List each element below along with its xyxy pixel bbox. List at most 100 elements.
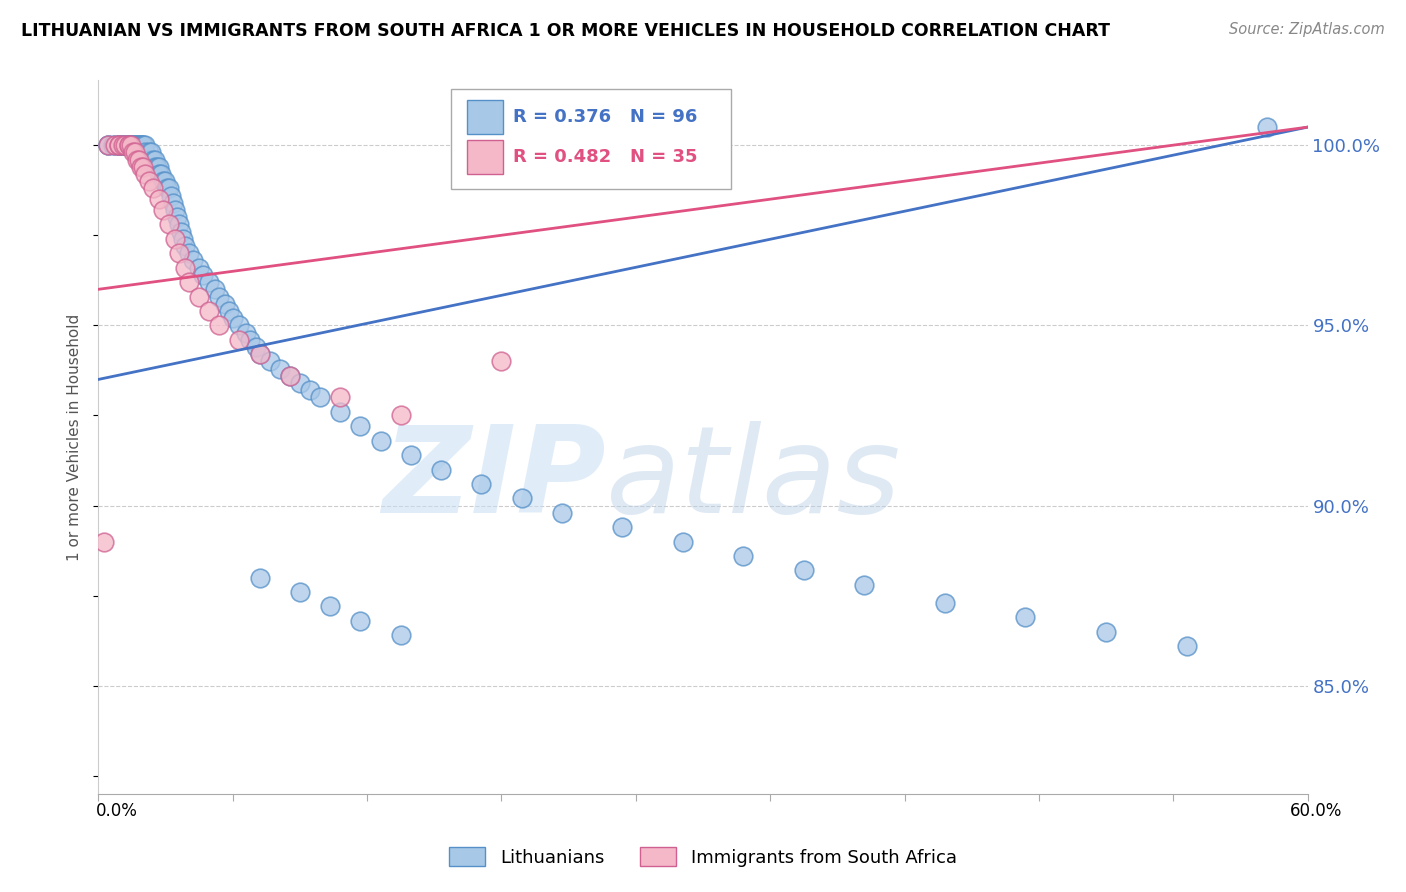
Point (179, 275, 201, 289)
Point (1014, 610, 1036, 624)
Point (218, 304, 240, 318)
Point (299, 383, 322, 397)
Point (1175, 639, 1198, 653)
Point (160, 188, 183, 202)
Point (107, 138, 129, 153)
Point (111, 138, 134, 153)
Point (148, 160, 170, 174)
Point (111, 138, 134, 153)
Point (174, 239, 197, 253)
Y-axis label: 1 or more Vehicles in Household: 1 or more Vehicles in Household (67, 313, 83, 561)
Point (174, 260, 197, 275)
Point (551, 506, 574, 520)
Point (249, 347, 271, 361)
Point (148, 192, 170, 206)
Point (249, 571, 271, 585)
Point (166, 211, 188, 225)
Point (170, 225, 193, 239)
FancyBboxPatch shape (467, 140, 503, 175)
Text: Source: ZipAtlas.com: Source: ZipAtlas.com (1229, 22, 1385, 37)
Text: 60.0%: 60.0% (1291, 802, 1343, 820)
Point (132, 138, 155, 153)
Text: R = 0.482   N = 35: R = 0.482 N = 35 (513, 148, 697, 166)
Point (188, 289, 211, 303)
Point (389, 409, 412, 423)
Point (129, 138, 152, 153)
Point (107, 138, 129, 153)
Point (167, 246, 190, 260)
Point (278, 368, 301, 383)
Point (269, 361, 291, 376)
Point (120, 138, 142, 153)
Point (107, 138, 129, 153)
Point (120, 138, 142, 153)
Point (97, 138, 120, 153)
Text: LITHUANIAN VS IMMIGRANTS FROM SOUTH AFRICA 1 OR MORE VEHICLES IN HOUSEHOLD CORRE: LITHUANIAN VS IMMIGRANTS FROM SOUTH AFRI… (21, 22, 1111, 40)
FancyBboxPatch shape (451, 89, 731, 189)
Point (114, 138, 136, 153)
Point (309, 391, 332, 405)
Legend: Lithuanians, Immigrants from South Africa: Lithuanians, Immigrants from South Afric… (441, 840, 965, 874)
Point (193, 268, 215, 282)
FancyBboxPatch shape (467, 100, 503, 134)
Point (128, 138, 150, 153)
Point (208, 318, 231, 333)
Point (156, 181, 179, 195)
Text: atlas: atlas (606, 421, 901, 539)
Point (319, 599, 342, 614)
Text: 0.0%: 0.0% (96, 802, 138, 820)
Point (120, 138, 142, 153)
Point (239, 333, 262, 347)
Point (228, 333, 250, 347)
Point (399, 448, 422, 462)
Point (97, 138, 120, 153)
Point (124, 145, 146, 160)
Point (129, 138, 152, 153)
Point (389, 628, 412, 642)
Point (134, 167, 156, 181)
Point (329, 391, 352, 405)
Point (153, 174, 176, 188)
Text: R = 0.376   N = 96: R = 0.376 N = 96 (513, 108, 697, 126)
Point (132, 160, 155, 174)
Point (138, 145, 160, 160)
Point (188, 260, 211, 275)
Point (138, 153, 160, 167)
Point (97, 138, 120, 153)
Point (853, 578, 876, 592)
Point (349, 419, 371, 434)
Point (143, 160, 166, 174)
Point (124, 138, 146, 153)
Point (162, 195, 184, 210)
Point (491, 354, 513, 368)
Point (118, 138, 141, 153)
Point (163, 232, 186, 246)
Point (934, 596, 956, 610)
Point (349, 614, 371, 628)
Point (134, 145, 156, 160)
Point (125, 138, 148, 153)
Point (249, 347, 271, 361)
Point (612, 520, 634, 534)
Point (125, 138, 148, 153)
Point (470, 477, 492, 491)
Point (107, 138, 129, 153)
Point (430, 462, 453, 476)
Point (733, 549, 755, 563)
Point (138, 174, 160, 188)
Point (121, 138, 143, 153)
Point (157, 181, 180, 195)
Point (278, 368, 301, 383)
Point (146, 160, 169, 174)
Point (118, 138, 141, 153)
Point (672, 534, 695, 549)
Point (208, 289, 231, 303)
Point (204, 282, 226, 296)
Point (259, 354, 281, 368)
Point (288, 585, 311, 599)
Point (288, 376, 311, 390)
Point (157, 218, 180, 232)
Point (118, 138, 141, 153)
Point (1095, 624, 1118, 639)
Point (114, 138, 136, 153)
